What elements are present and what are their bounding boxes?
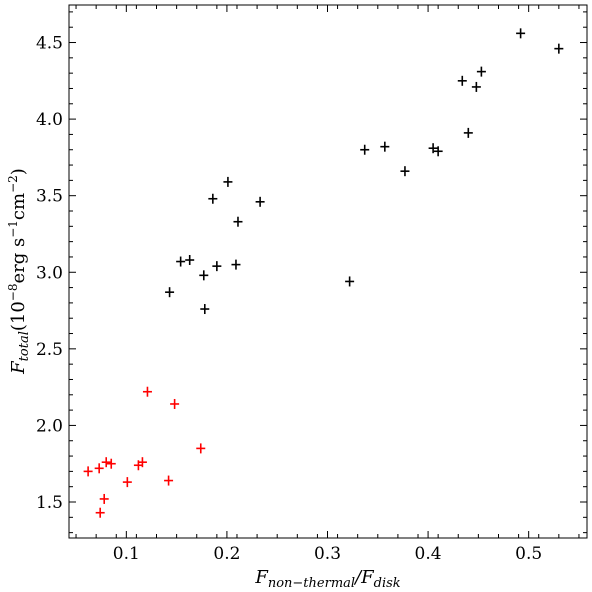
y-tick-label: 4.5 bbox=[36, 34, 63, 54]
data-point bbox=[380, 141, 390, 152]
data-point bbox=[137, 457, 147, 468]
data-point bbox=[170, 398, 180, 409]
y-tick-label: 2.0 bbox=[36, 416, 63, 436]
data-point bbox=[433, 146, 443, 157]
data-point bbox=[101, 457, 111, 468]
data-point bbox=[360, 144, 370, 155]
data-point bbox=[476, 66, 486, 77]
data-point bbox=[95, 507, 105, 518]
data-point bbox=[233, 216, 243, 227]
data-point bbox=[164, 475, 174, 486]
y-tick-label: 1.5 bbox=[36, 493, 63, 513]
data-point bbox=[196, 443, 206, 454]
plot-background bbox=[69, 5, 587, 538]
data-points bbox=[83, 28, 564, 518]
y-tick-label: 2.5 bbox=[36, 340, 63, 360]
data-point bbox=[554, 43, 564, 54]
data-point bbox=[231, 259, 241, 270]
axis-ticks bbox=[69, 5, 587, 538]
data-point bbox=[457, 75, 467, 86]
series-0 bbox=[83, 386, 206, 518]
data-point bbox=[400, 166, 410, 177]
data-point bbox=[165, 287, 175, 298]
data-point bbox=[255, 196, 265, 207]
data-point bbox=[176, 256, 186, 267]
x-tick-label: 0.5 bbox=[515, 544, 542, 564]
data-point bbox=[99, 493, 109, 504]
data-point bbox=[208, 193, 218, 204]
data-point bbox=[212, 261, 222, 272]
tick-labels: 0.1 0.2 0.3 0.4 0.5 1.5 2.0 2.5 3.0 3.5 4.0 4.5 bbox=[36, 34, 542, 564]
data-point bbox=[223, 176, 233, 187]
data-point bbox=[83, 466, 93, 477]
x-tick-label: 0.3 bbox=[314, 544, 341, 564]
x-tick-label: 0.4 bbox=[415, 544, 442, 564]
data-point bbox=[185, 255, 195, 266]
data-point bbox=[200, 304, 210, 315]
data-point bbox=[199, 270, 209, 281]
x-axis-label: Fnon−thermal/Fdisk bbox=[254, 567, 400, 591]
y-tick-label: 3.5 bbox=[36, 187, 63, 207]
data-point bbox=[428, 143, 438, 154]
y-tick-label: 3.0 bbox=[36, 263, 63, 283]
y-axis-label: Ftotal(10−8erg s−1cm−2) bbox=[6, 168, 32, 375]
x-tick-label: 0.2 bbox=[213, 544, 240, 564]
y-tick-label: 4.0 bbox=[36, 110, 63, 130]
data-point bbox=[471, 81, 481, 92]
plot-frame bbox=[68, 4, 588, 539]
data-point bbox=[142, 386, 152, 397]
x-tick-label: 0.1 bbox=[113, 544, 140, 564]
series-1 bbox=[165, 28, 564, 315]
data-point bbox=[345, 276, 355, 287]
data-point bbox=[463, 127, 473, 138]
data-point bbox=[122, 477, 132, 488]
data-point bbox=[516, 28, 526, 39]
data-point bbox=[106, 458, 116, 469]
data-point bbox=[94, 463, 104, 474]
